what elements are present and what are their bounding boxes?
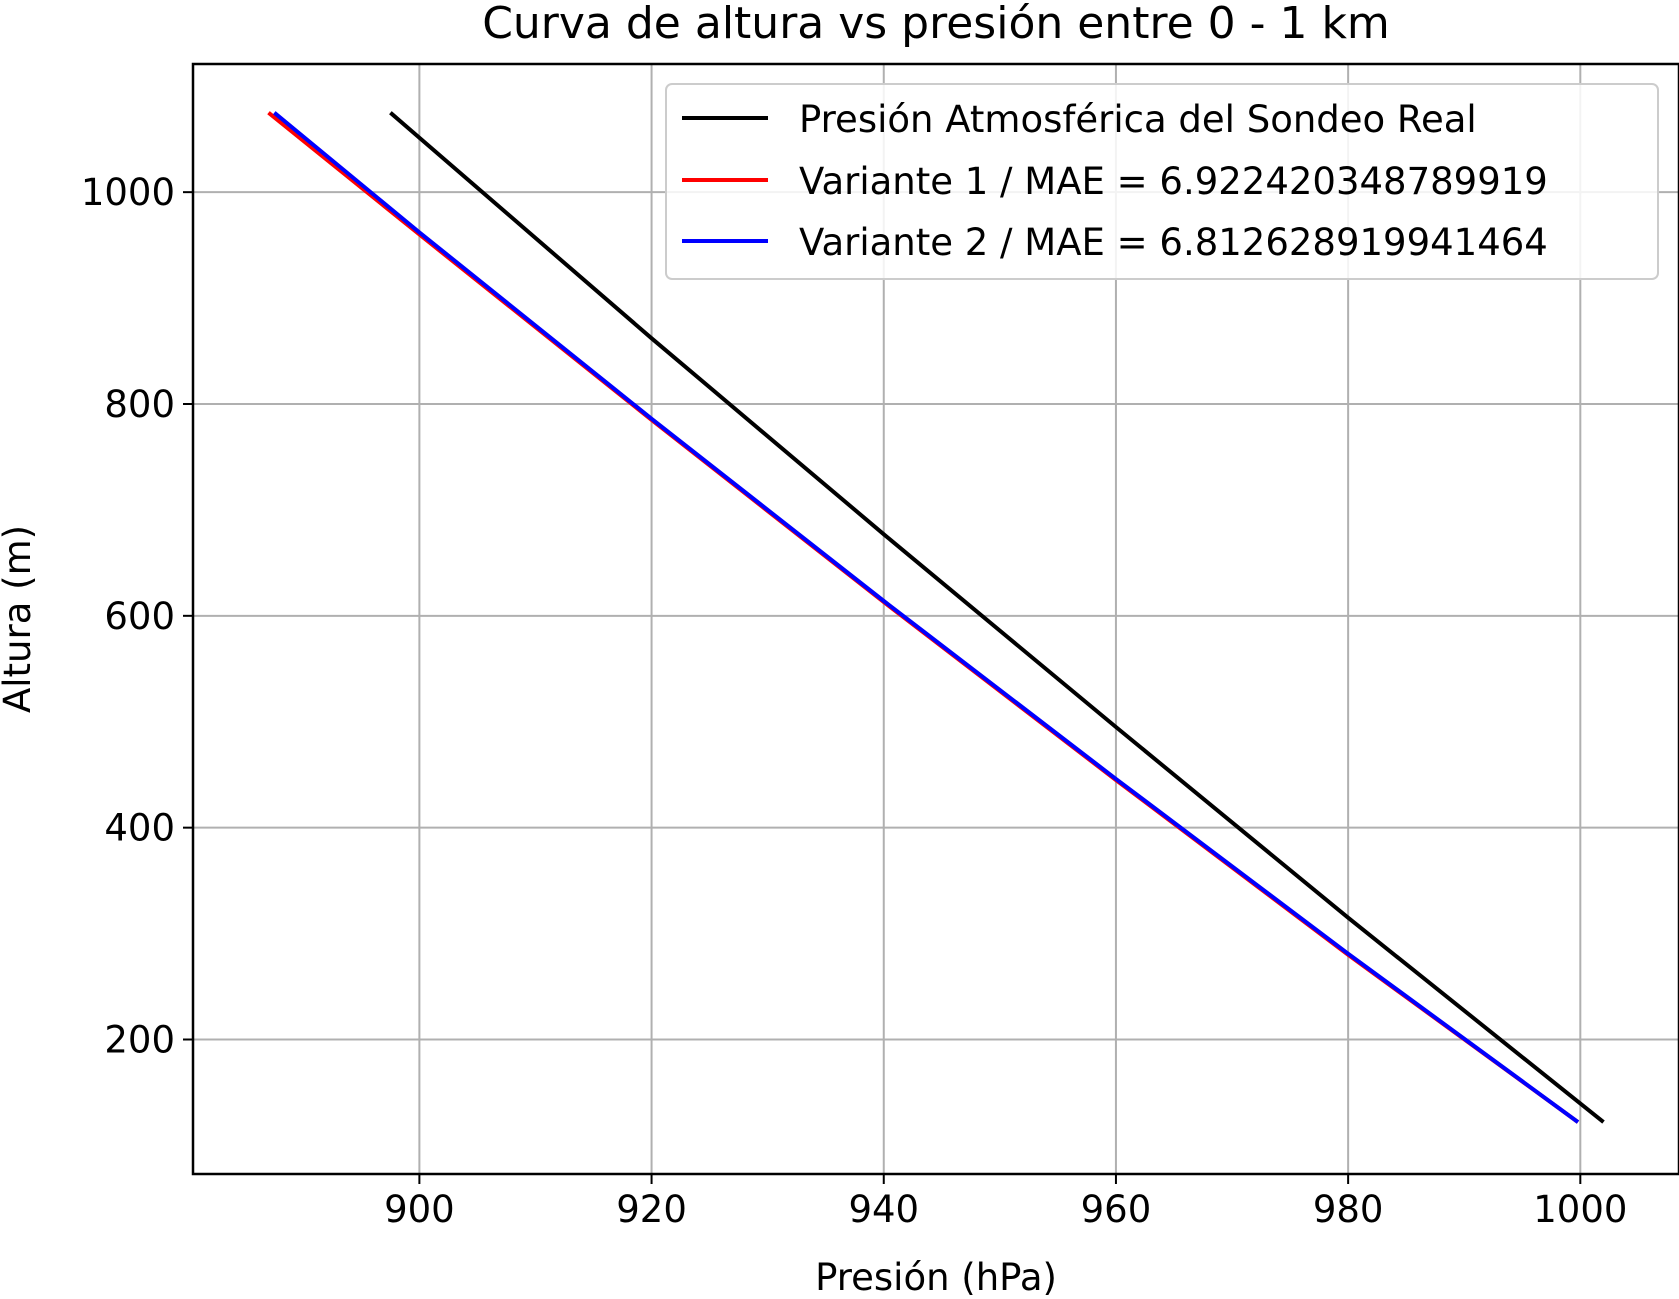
y-tick-label: 1000 [81, 171, 175, 214]
x-axis-title: Presión (hPa) [815, 1256, 1057, 1299]
legend-label-variante-2: Variante 2 / MAE = 6.812628919941464 [799, 221, 1548, 264]
x-axis-ticks: 900 920 940 960 980 1000 [384, 1174, 1627, 1231]
chart-title: Curva de altura vs presión entre 0 - 1 k… [482, 0, 1390, 49]
series-line-real [389, 111, 1605, 1124]
y-tick-label: 400 [104, 807, 175, 850]
y-axis-ticks: 200 400 600 800 1000 [81, 171, 193, 1061]
x-tick-label: 1000 [1533, 1188, 1627, 1231]
x-tick-label: 940 [848, 1188, 919, 1231]
y-tick-label: 600 [104, 595, 175, 638]
legend-label-real: Presión Atmosférica del Sondeo Real [799, 98, 1477, 141]
y-tick-label: 800 [104, 383, 175, 426]
y-tick-label: 200 [104, 1018, 175, 1061]
legend-label-variante-1: Variante 1 / MAE = 6.922420348789919 [799, 160, 1548, 203]
x-tick-label: 960 [1081, 1188, 1152, 1231]
x-tick-label: 980 [1313, 1188, 1384, 1231]
legend: Presión Atmosférica del Sondeo Real Vari… [665, 83, 1659, 280]
plot-frame [191, 62, 1679, 1176]
x-tick-label: 900 [384, 1188, 455, 1231]
x-tick-label: 920 [616, 1188, 687, 1231]
legend-box [665, 83, 1659, 280]
series-lines [267, 111, 1605, 1124]
y-axis-title: Altura (m) [0, 525, 39, 713]
series-line-variante-2 [273, 111, 1580, 1124]
